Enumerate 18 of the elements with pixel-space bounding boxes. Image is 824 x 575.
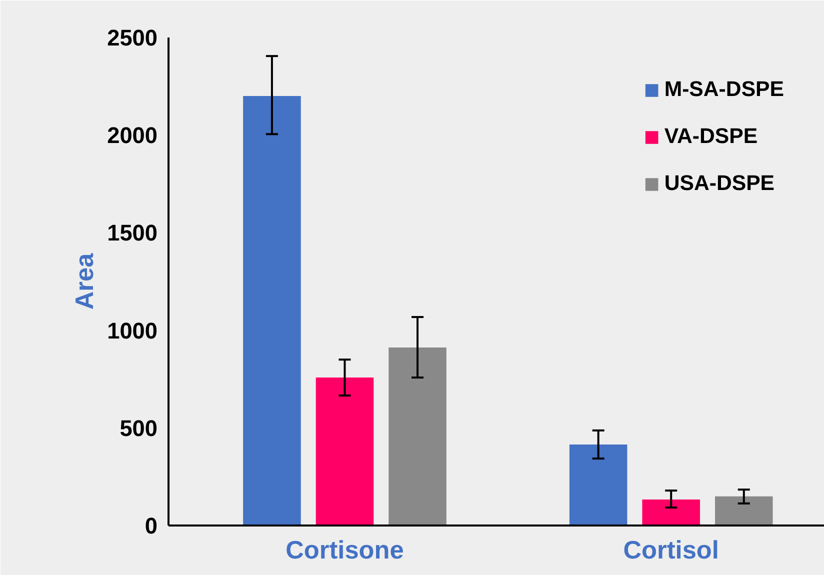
legend-label: VA-DSPE — [664, 124, 758, 149]
y-tick-label: 1000 — [107, 317, 158, 344]
bar — [715, 496, 773, 526]
bar — [569, 444, 628, 526]
y-tick-label: 500 — [120, 414, 158, 441]
y-axis-title: Area — [71, 252, 100, 310]
y-tick-label: 2000 — [107, 122, 158, 148]
bar — [642, 500, 700, 526]
legend-label: USA-DSPE — [664, 171, 775, 196]
y-tick-label: 0 — [144, 512, 158, 538]
bar — [388, 347, 446, 526]
bar — [316, 378, 374, 526]
x-tick-label: Cortisol — [623, 536, 719, 564]
y-tick-label: 1500 — [107, 220, 158, 246]
legend-label: M-SA-DSPE — [664, 77, 784, 102]
bar — [243, 96, 301, 526]
x-tick-label: Cortisone — [286, 536, 404, 564]
y-tick-label: 2500 — [107, 24, 158, 50]
